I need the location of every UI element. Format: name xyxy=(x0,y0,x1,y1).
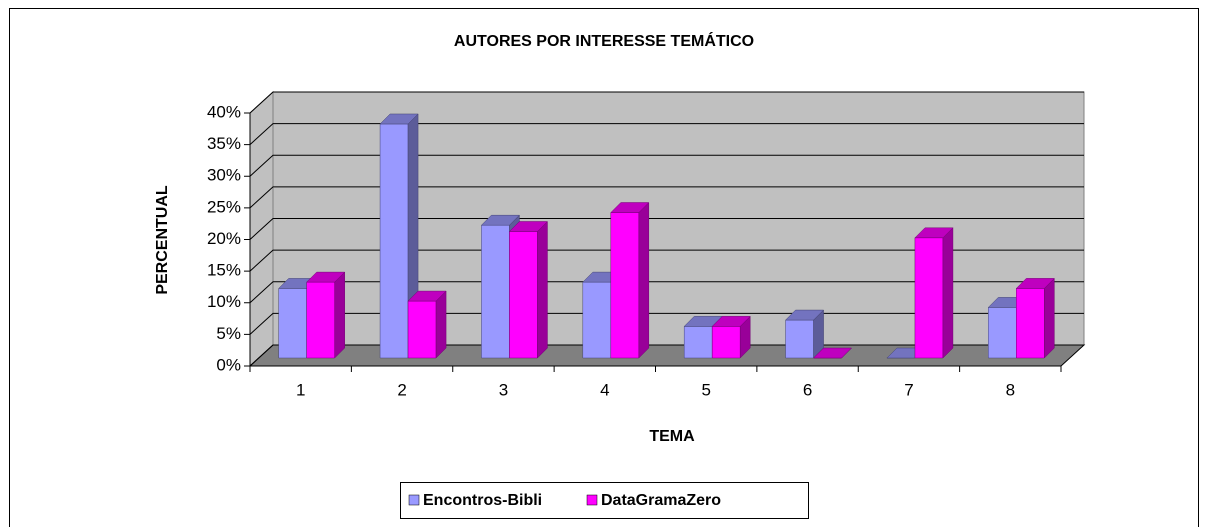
x-tick-label: 2 xyxy=(397,380,406,399)
bar-side xyxy=(435,290,447,359)
x-tick-label: 1 xyxy=(296,380,305,399)
bar-front xyxy=(509,231,538,359)
bar-side xyxy=(334,271,345,359)
y-tick-label: 30% xyxy=(207,166,241,185)
x-axis-title: TEMA xyxy=(649,428,695,445)
bar-front xyxy=(582,281,612,359)
bar-top xyxy=(812,347,853,359)
bar-top xyxy=(1015,278,1055,289)
bar xyxy=(610,201,650,359)
bar-front xyxy=(379,123,409,359)
y-tick-label: 35% xyxy=(207,134,241,153)
legend-swatch xyxy=(408,494,420,506)
bar xyxy=(784,309,825,359)
bar-side xyxy=(942,227,954,359)
bar-front xyxy=(610,212,640,359)
bar-top xyxy=(508,221,549,232)
bar-front xyxy=(278,288,307,359)
legend-box xyxy=(400,482,809,519)
grid-line xyxy=(249,91,1084,114)
x-tick-label: 6 xyxy=(803,380,812,399)
bar-side xyxy=(638,201,650,359)
y-tick-label: 25% xyxy=(207,197,241,216)
x-tick-label: 5 xyxy=(701,380,710,399)
x-tick-label: 7 xyxy=(904,380,913,399)
bar-side xyxy=(1044,277,1055,359)
bar-front xyxy=(988,307,1017,359)
y-tick-label: 40% xyxy=(207,102,241,121)
grid-line xyxy=(249,249,1084,272)
x-tick-label: 3 xyxy=(499,380,508,399)
bar-front xyxy=(407,300,437,359)
bar xyxy=(306,271,346,359)
bar-side xyxy=(537,220,548,359)
y-tick-label: 20% xyxy=(207,229,241,248)
bar-front xyxy=(683,326,713,359)
grid-line xyxy=(249,123,1084,145)
chart-title: AUTORES POR INTERESSE TEMÁTICO xyxy=(454,31,754,50)
bar xyxy=(407,290,447,359)
bar-front xyxy=(481,224,510,359)
bar xyxy=(711,315,751,359)
bar xyxy=(1015,277,1055,359)
bar-front xyxy=(711,326,741,359)
y-tick-label: 15% xyxy=(207,261,241,280)
grid-line xyxy=(249,154,1084,177)
bar-top xyxy=(784,309,825,321)
bar-top xyxy=(407,290,447,302)
bar-top xyxy=(711,316,751,327)
bar xyxy=(508,220,549,359)
bar xyxy=(914,227,954,359)
bar-top xyxy=(306,271,346,283)
bar-top xyxy=(480,214,521,226)
legend-label: Encontros-Bibli xyxy=(423,492,542,509)
x-tick-label: 8 xyxy=(1006,380,1015,399)
bar-top xyxy=(610,202,650,213)
bar-front xyxy=(914,237,944,359)
bar-front xyxy=(306,281,335,359)
x-tick-label: 4 xyxy=(600,380,609,399)
grid-line xyxy=(249,186,1084,209)
grid-line xyxy=(249,281,1084,304)
floor xyxy=(248,344,1086,367)
bar-front xyxy=(1016,288,1045,359)
y-tick-label: 10% xyxy=(207,292,241,311)
legend-label: DataGramaZero xyxy=(601,492,721,509)
y-tick-label: 5% xyxy=(216,324,241,343)
bar-front xyxy=(785,319,814,359)
y-tick-label: 0% xyxy=(216,355,241,374)
bar-top xyxy=(914,227,954,239)
y-axis-title: PERCENTUAL xyxy=(154,185,171,295)
bar-top xyxy=(379,113,419,125)
grid-line xyxy=(249,218,1084,240)
legend-swatch xyxy=(586,494,598,506)
bar xyxy=(812,347,853,359)
